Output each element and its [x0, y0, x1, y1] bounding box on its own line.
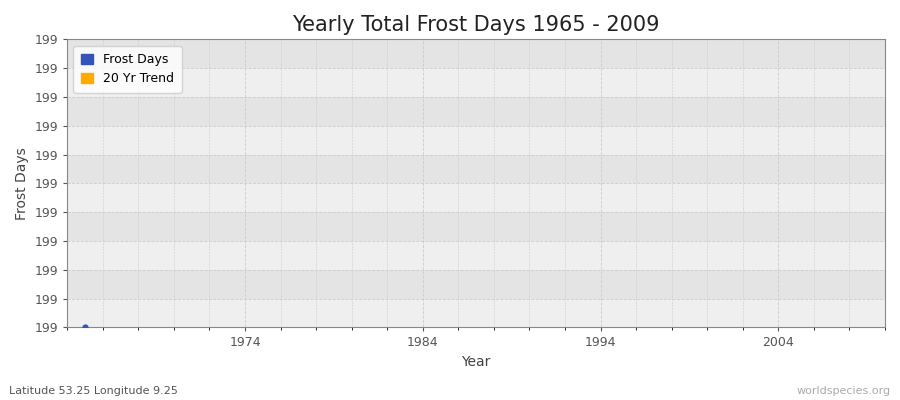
Bar	[68, 212, 885, 241]
X-axis label: Year: Year	[462, 355, 490, 369]
Bar	[68, 97, 885, 126]
Bar	[68, 270, 885, 299]
Bar	[68, 39, 885, 68]
Text: Latitude 53.25 Longitude 9.25: Latitude 53.25 Longitude 9.25	[9, 386, 178, 396]
Legend: Frost Days, 20 Yr Trend: Frost Days, 20 Yr Trend	[74, 46, 182, 93]
Bar	[68, 154, 885, 183]
Title: Yearly Total Frost Days 1965 - 2009: Yearly Total Frost Days 1965 - 2009	[292, 15, 660, 35]
Text: worldspecies.org: worldspecies.org	[796, 386, 891, 396]
Y-axis label: Frost Days: Frost Days	[15, 147, 29, 220]
